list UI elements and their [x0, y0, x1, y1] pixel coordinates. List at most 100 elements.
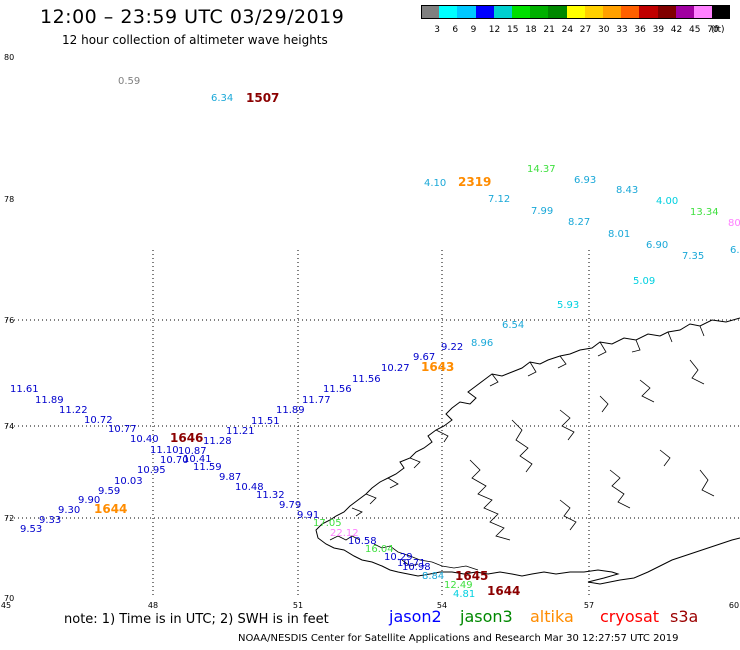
legend-label: 27: [579, 25, 592, 35]
greenland-coastline: [315, 317, 740, 585]
wave-height-label: 7.99: [531, 206, 553, 217]
credit-line: NOAA/NESDIS Center for Satellite Applica…: [238, 633, 679, 644]
wave-height-label: 9.91: [297, 510, 319, 521]
wave-height-label: 6.: [730, 245, 740, 256]
satellite-s3a: s3a: [670, 607, 699, 626]
wave-height-label: 11.22: [59, 405, 88, 416]
wave-height-label: 11.77: [302, 395, 331, 406]
legend-swatch: [457, 5, 476, 19]
wave-height-label: 8.96: [471, 338, 493, 349]
wave-height-label: 4.81: [453, 589, 475, 600]
wave-height-label: 10.41: [183, 454, 212, 465]
wave-height-label: 10.58: [348, 536, 377, 547]
wave-height-label: 10.71: [397, 558, 426, 569]
longitude-label: 54: [437, 601, 447, 610]
legend-swatch: [657, 5, 676, 19]
wave-height-label: 11.89: [35, 395, 64, 406]
longitude-label: 48: [148, 601, 158, 610]
wave-height-label: 4.10: [424, 178, 446, 189]
wave-height-label: 10.29: [384, 552, 413, 563]
pass-time-label: 1643: [421, 360, 454, 374]
wave-height-label: 9.53: [20, 524, 42, 535]
wave-height-label: 12.49: [444, 580, 473, 591]
pass-time-label: 1644: [94, 502, 127, 516]
map-note: note: 1) Time is in UTC; 2) SWH is in fe…: [64, 612, 329, 627]
pass-time-label: 2319: [458, 175, 491, 189]
longitude-label: 57: [584, 601, 594, 610]
longitude-label: 51: [293, 601, 303, 610]
legend-swatch: [439, 5, 458, 19]
legend-unit: (ft): [711, 25, 725, 35]
pass-time-label: 1646: [170, 431, 203, 445]
wave-height-label: 8.84: [422, 571, 444, 582]
wave-height-label: 6.34: [211, 93, 233, 104]
coastline-fjords: [351, 325, 715, 541]
latitude-label: 80: [4, 53, 14, 62]
wave-height-label: 8.01: [608, 229, 630, 240]
wave-height-label: 14.37: [527, 164, 556, 175]
wave-height-label: 17.05: [313, 518, 342, 529]
wave-height-label: 9.33: [39, 515, 61, 526]
legend-label: 21: [543, 25, 555, 35]
longitude-label: 45: [1, 601, 11, 610]
legend-swatch: [603, 5, 622, 19]
legend-frame: [421, 5, 731, 19]
wave-height-label: 10.03: [114, 476, 143, 487]
satellite-jason2: jason2: [389, 607, 442, 626]
wave-height-label: 10.87: [178, 446, 207, 457]
wave-height-label: 10.72: [84, 415, 113, 426]
legend-swatch: [639, 5, 658, 19]
pass-time-label: 1507: [246, 91, 279, 105]
legend-label: 6: [452, 25, 459, 35]
legend-swatch: [493, 5, 512, 19]
wave-height-label: 11.89: [276, 405, 305, 416]
legend-swatch: [566, 5, 585, 19]
wave-height-label: 4.00: [656, 196, 678, 207]
axis-ticks: 45 48 51 54 57 60 80 78 76 74 72 70: [1, 53, 739, 610]
legend-label: 70: [707, 25, 719, 35]
wave-height-label: 8.27: [568, 217, 590, 228]
legend-label: 45: [689, 25, 701, 35]
wave-height-label: 7.12: [488, 194, 510, 205]
wave-height-label: 11.21: [226, 426, 255, 437]
wave-height-label: 10.70: [160, 455, 189, 466]
wave-height-label: 9.90: [78, 495, 100, 506]
wave-height-label: 22.12: [330, 528, 359, 539]
legend-label: 9: [470, 25, 477, 35]
wave-height-label: 0.59: [118, 76, 140, 87]
wave-height-label: 16.04: [365, 544, 394, 555]
wave-height-label: 11.32: [256, 490, 285, 501]
legend-label: 3: [434, 25, 440, 35]
wave-height-label: 11.61: [10, 384, 39, 395]
wave-height-label: 10.48: [235, 482, 264, 493]
legend-swatch: [694, 5, 713, 19]
legend-swatch: [621, 5, 640, 19]
wave-height-label: 11.10: [150, 445, 179, 456]
legend-swatch: [530, 5, 549, 19]
legend-label: 39: [652, 25, 665, 35]
wave-height-label: 11.56: [352, 374, 381, 385]
legend-label: 33: [616, 25, 628, 35]
wave-height-label: 9.79: [279, 500, 301, 511]
wave-height-label: 8.43: [616, 185, 638, 196]
wave-height-label: 6.93: [574, 175, 596, 186]
map-subtitle: 12 hour collection of altimeter wave hei…: [62, 33, 328, 47]
wave-height-label: 13.34: [690, 207, 719, 218]
legend-swatch: [584, 5, 603, 19]
legend-swatch: [475, 5, 494, 19]
legend-label: 30: [598, 25, 610, 35]
legend-label: 18: [525, 25, 537, 35]
wave-height-label: 9.59: [98, 486, 120, 497]
legend-swatch: [675, 5, 694, 19]
wave-height-label: 10.98: [402, 562, 431, 573]
pass-time-label: 1644: [487, 584, 520, 598]
wave-height-label: 5.93: [557, 300, 579, 311]
satellite-cryosat: cryosat: [600, 607, 660, 626]
wave-height-label: 11.51: [251, 416, 280, 427]
map-title: 12:00 – 23:59 UTC 03/29/2019: [40, 6, 345, 28]
wave-height-label: 11.28: [203, 436, 232, 447]
legend-label: 15: [507, 25, 519, 35]
wave-height-label: 11.59: [193, 462, 222, 473]
